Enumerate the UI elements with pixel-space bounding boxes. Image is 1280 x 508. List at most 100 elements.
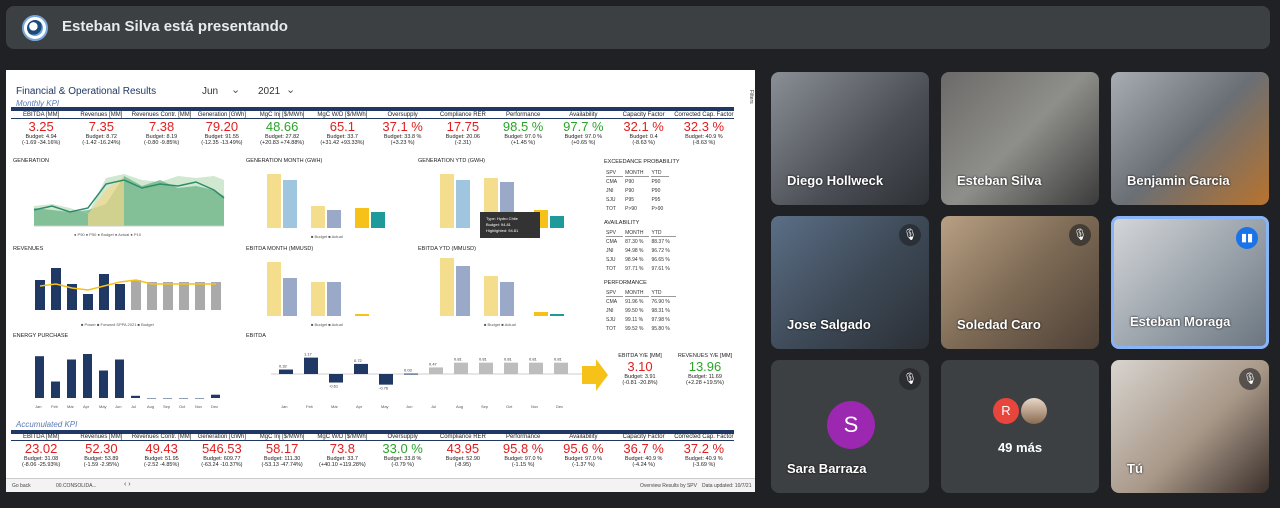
kpi-delta: (-2.52 -4.85%) — [144, 462, 180, 468]
kpi-delta: (-53.13 -47.74%) — [261, 462, 303, 468]
kpi-value: 98.5 % — [502, 119, 544, 134]
year-filter[interactable]: 2021 — [258, 86, 281, 97]
kpi-value: 97.7 % — [563, 119, 604, 134]
kpi-budget: Budget: 97.0 % — [564, 456, 603, 462]
nav-arrows[interactable]: ‹ › — [124, 481, 131, 488]
participant-tile[interactable]: 🎙︎ Soledad Caro — [941, 216, 1099, 349]
data-label: 0.81 — [479, 357, 488, 362]
data-label: -0.76 — [379, 386, 389, 391]
avatar: R — [993, 398, 1019, 424]
ebitda-bar — [529, 362, 543, 374]
gen-month-chart: ■ Budget ■ Actual — [261, 170, 411, 242]
participant-name: Esteban Moraga — [1130, 314, 1231, 329]
revenues-title: REVENUES — [13, 246, 44, 252]
participant-tile-active[interactable]: ▮▮ Esteban Moraga — [1111, 216, 1269, 349]
kpi-delta: (-4.24 %) — [632, 462, 655, 468]
kpi-card: Compliance RER 17.75 Budget: 20.06 (-2.31) — [432, 112, 493, 146]
chevron-down-icon[interactable]: ⌄ — [231, 84, 241, 96]
month-tick: Oct — [179, 404, 186, 409]
participant-tile[interactable]: 🎙︎ Jose Salgado — [771, 216, 929, 349]
month-tick: May — [99, 404, 107, 409]
generation-chart: ● P90 ● P50 ● Budget ● Actual ● P10 — [14, 166, 229, 238]
kpi-value: 546.53 — [201, 441, 242, 456]
participant-name: Esteban Silva — [957, 173, 1042, 188]
page-tab[interactable]: 00.CONSOLIDA... — [56, 483, 97, 489]
more-participants-tile[interactable]: R 49 más — [941, 360, 1099, 493]
kpi-budget: Budget: 31.08 — [23, 456, 59, 462]
data-label: 0.32 — [279, 364, 288, 369]
ebitda-title: EBITDA — [246, 333, 266, 339]
gen-ytd-title: GENERATION YTD (GWH) — [418, 158, 486, 164]
kpi-budget: Budget: 52.90 — [445, 456, 480, 462]
generation-title: GENERATION — [13, 158, 49, 164]
kpi-card: Compliance RER 43.95 Budget: 52.90 (-8.95) — [432, 434, 493, 468]
kpi-card: Availability 97.7 % Budget: 97.0 % (+0.65 %… — [553, 112, 614, 146]
month-tick: Jan — [281, 404, 287, 409]
kpi-delta: (-63.24 -10.37%) — [201, 462, 243, 468]
availability-table: SPV MONTH YTD CMA 87.30 % 88.37 % JNI 94.98 % 9… — [604, 228, 678, 275]
chevron-down-icon[interactable]: ⌄ — [286, 84, 296, 96]
kpi-label: Oversupply — [372, 112, 433, 119]
kpi-delta: (-12.35 -13.49%) — [201, 140, 243, 146]
shared-screen: Financial & Operational Results Monthly … — [6, 70, 755, 492]
kpi-card: MgC Inj [$/MWh] 58.17 Budget: 111.30 (-53.1… — [252, 434, 313, 468]
energy-bar — [67, 359, 76, 398]
performance-table: SPV MONTH YTD CMA 91.96 % 76.90 % JNI 99.50 % 9… — [604, 288, 678, 335]
month-tick: Aug — [456, 404, 463, 409]
kpi-budget: Budget: 40.9 % — [685, 134, 723, 140]
kpi-label: Capacity Factor — [613, 112, 674, 119]
kpi-card: MgC Inj [$/MWh] 48.66 Budget: 27.82 (+20.83… — [252, 112, 313, 146]
kpi-value: 49.43 — [145, 441, 178, 456]
kpi-card: Generation [GWh] 546.53 Budget: 609.77 (-63… — [191, 434, 252, 468]
presenter-avatar — [22, 15, 48, 41]
go-back-link[interactable]: Go back — [12, 483, 31, 489]
participant-tile[interactable]: 🎙︎ S Sara Barraza — [771, 360, 929, 493]
energy-bar — [211, 394, 220, 398]
mic-off-icon: 🎙︎ — [1069, 224, 1091, 246]
svg-text:■ Budget ■ Actual: ■ Budget ■ Actual — [311, 234, 343, 239]
participant-tile[interactable]: Diego Hollweck — [771, 72, 929, 205]
ebitda-bar — [329, 374, 343, 383]
kpi-card: Revenues [MM] 7.35 Budget: 8.72 (-1.42 -16.… — [71, 112, 132, 146]
self-tile[interactable]: 🎙︎ Tú — [1111, 360, 1269, 493]
month-tick: Sep — [481, 404, 489, 409]
filters-pane-tab[interactable]: Filters — [748, 90, 754, 104]
kpi-value: 43.95 — [446, 441, 480, 456]
kpi-delta: (-0.80 -9.85%) — [144, 140, 180, 146]
kpi-label: Performance — [493, 434, 554, 441]
kpi-delta: (+3.23 %) — [390, 140, 415, 146]
data-label: 0.72 — [354, 358, 363, 363]
ebitda-month-chart: ■ Budget ■ Actual — [261, 258, 411, 330]
kpi-budget: Budget: 40.9 % — [685, 456, 723, 462]
svg-text:● P90 ● P50 ● Budget ● Actual: ● P90 ● P50 ● Budget ● Actual ● P10 — [74, 232, 142, 237]
kpi-budget: Budget: 40.9 % — [624, 456, 663, 462]
ebitda-chart: 0.32 Jan 1.17 Feb -0.61 Mar 0.72 Apr -0.76 May 0.0… — [261, 346, 591, 416]
month-filter[interactable]: Jun — [202, 86, 219, 97]
kpi-label: EBITDA [MM] — [11, 434, 72, 441]
avatar: S — [827, 401, 875, 449]
month-tick: Mar — [331, 404, 339, 409]
kpi-card: Revenues Contr. [MM] 7.38 Budget: 8.19 (-0.… — [131, 112, 192, 146]
kpi-value: 32.3 % — [683, 119, 725, 134]
month-tick: Sep — [163, 404, 171, 409]
participant-tile[interactable]: Benjamin Garcia — [1111, 72, 1269, 205]
kpi-budget: Budget: 20.06 — [445, 134, 480, 140]
kpi-budget: Budget: 111.30 — [263, 456, 301, 462]
svg-text:■ Power ■ Forward SPPA 2021 ■: ■ Power ■ Forward SPPA 2021 ■ Budget — [81, 322, 155, 327]
participant-name: Benjamin Garcia — [1127, 173, 1230, 188]
ebitda-ytd-chart: ■ Budget ■ Actual — [434, 258, 584, 330]
exceedance-table: SPV MONTH YTD CMA P90 P90 JNI P90 P90 SJU P95 P95… — [604, 168, 671, 215]
kpi-card: Oversupply 37.1 % Budget: 33.8 % (+3.23 %) — [372, 112, 433, 146]
kpi-card: Corrected Cap. Factor 32.3 % Budget: 40.9 … — [673, 112, 734, 146]
energy-bar — [195, 398, 204, 399]
mic-off-icon: 🎙︎ — [899, 224, 921, 246]
ebitda-bar — [554, 362, 568, 374]
ebitda-bar — [479, 362, 493, 374]
kpi-budget: Budget: 27.82 — [264, 134, 300, 140]
participant-tile[interactable]: Esteban Silva — [941, 72, 1099, 205]
kpi-delta: (-8.63 %) — [632, 140, 655, 146]
ebitda-bar — [504, 362, 518, 374]
revenues-chart: ■ Power ■ Forward SPPA 2021 ■ Budget — [21, 260, 231, 330]
kpi-label: EBITDA [MM] — [11, 112, 72, 119]
kpi-value: 95.6 % — [563, 441, 604, 456]
